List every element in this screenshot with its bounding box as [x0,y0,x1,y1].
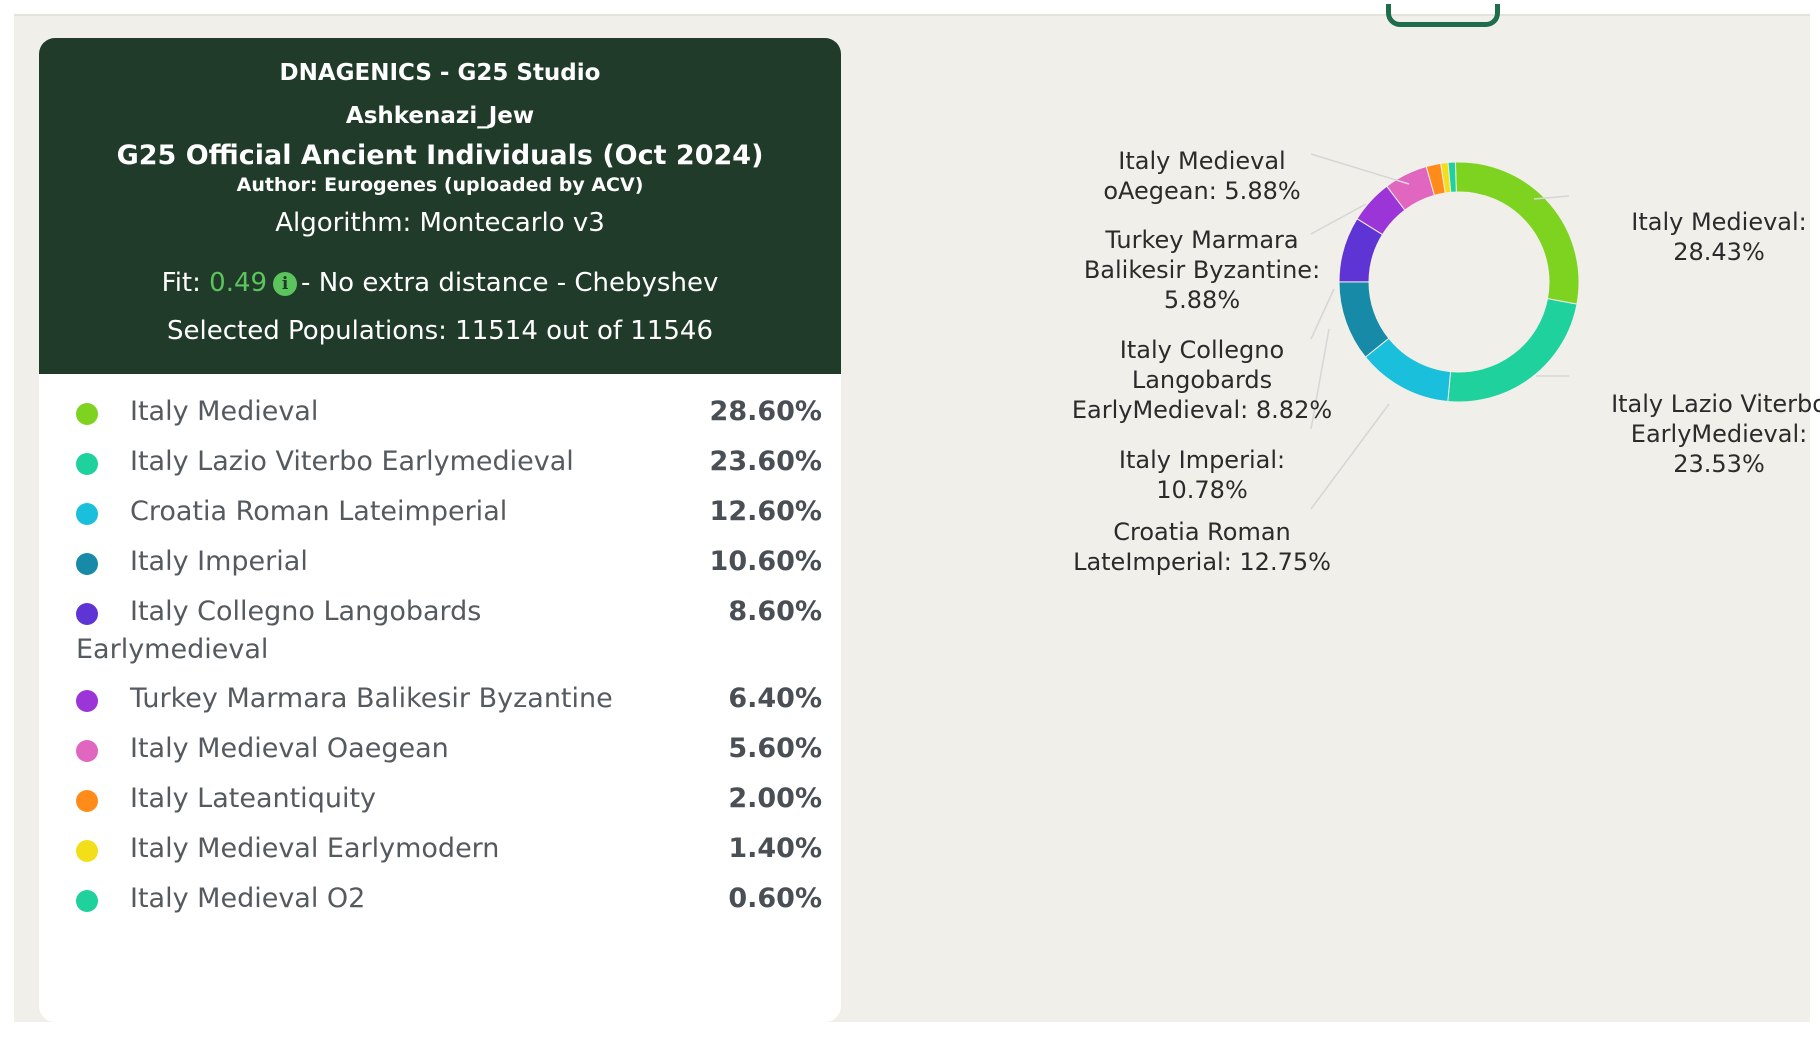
population-name: Italy Medieval O2 [130,883,366,914]
population-row: Italy Medieval 28.60% [39,396,841,436]
color-dot-icon [76,840,98,862]
donut-label-line: 28.43% [1673,238,1765,266]
color-dot-icon [76,403,98,425]
population-percent: 12.60% [709,496,822,527]
donut-label-line: 10.78% [1156,476,1248,504]
color-dot-icon [76,503,98,525]
fit-value: 0.49 [209,268,268,298]
donut-svg [1310,153,1580,510]
population-percent: 28.60% [709,396,822,427]
donut-label-line: Italy Imperial: [1118,446,1286,474]
dataset-title: G25 Official Ancient Individuals (Oct 20… [116,140,764,171]
top-tab-indicator[interactable] [1386,4,1500,27]
population-row: Italy Lazio Viterbo Earlymedieval 23.60% [39,446,841,486]
selected-populations: Selected Populations: 11514 out of 11546 [167,316,713,346]
population-name: Croatia Roman Lateimperial [130,496,508,527]
population-percent: 0.60% [728,883,822,914]
donut-chart: Italy Medieval oAegean: 5.88% Turkey Marma… [1054,114,1820,634]
algorithm-label: Algorithm: Montecarlo v3 [275,208,605,238]
population-percent: 23.60% [709,446,822,477]
donut-slice[interactable] [1447,161,1457,193]
population-percent: 5.60% [728,733,822,764]
fit-line: Fit: 0.49 i - No extra distance - Chebyshe… [39,268,841,298]
donut-label-line: Italy Medieval [1118,147,1286,175]
donut-label-line: EarlyMedieval: 8.82% [1071,396,1333,424]
donut-label: Croatia Roman LateImperial: 12.75% [1073,517,1331,577]
donut-label-line: Italy Lazio Viterbo [1611,390,1820,418]
population-row: Croatia Roman Lateimperial 12.60% [39,496,841,536]
donut-label: Italy Lazio Viterbo EarlyMedieval: 23.53% [1611,389,1820,479]
population-percent: 10.60% [709,546,822,577]
donut-slice[interactable] [1364,337,1452,403]
donut-label-line: Langobards [1131,366,1273,394]
donut-label-line: EarlyMedieval: [1630,420,1808,448]
color-dot-icon [76,790,98,812]
population-row: Italy Imperial 10.60% [39,546,841,586]
population-name: Italy Collegno Langobards [130,596,482,627]
population-name: Italy Medieval [130,396,319,427]
population-name: Italy Imperial [130,546,308,577]
donut-label-line: oAegean: 5.88% [1103,177,1301,205]
donut-label-line: 5.88% [1163,286,1241,314]
donut-slice[interactable] [1454,161,1580,305]
population-row: Italy Medieval Earlymodern 1.40% [39,833,841,873]
donut-label: Italy Medieval oAegean: 5.88% [1103,146,1300,206]
population-name: Italy Lazio Viterbo Earlymedieval [130,446,574,477]
population-percent: 1.40% [728,833,822,864]
donut-label-line: Turkey Marmara [1105,226,1299,254]
population-name: Italy Medieval Oaegean [130,733,449,764]
population-name: Italy Lateantiquity [130,783,377,814]
label-leader-line [1533,195,1570,200]
donut-label: Italy Collegno Langobards EarlyMedieval: 8… [1072,335,1332,425]
donut-label: Italy Imperial: 10.78% [1119,445,1285,505]
donut-label: Italy Medieval: 28.43% [1631,207,1807,267]
label-leader-line [1310,403,1390,510]
fit-suffix: - No extra distance - Chebyshev [301,268,719,298]
dataset-author: Author: Eurogenes (uploaded by ACV) [236,174,644,196]
top-border [14,14,1810,16]
donut-label-line: 23.53% [1673,450,1765,478]
color-dot-icon [76,453,98,475]
donut-label: Turkey Marmara Balikesir Byzantine: 5.88% [1084,225,1320,315]
results-panel: DNAGENICS - G25 Studio Ashkenazi_Jew G25… [39,38,841,1022]
donut-label-line: Balikesir Byzantine: [1083,256,1321,284]
color-dot-icon [76,603,98,625]
brand-title: DNAGENICS - G25 Studio [279,60,601,86]
donut-label-line: Italy Medieval: [1631,208,1807,236]
donut-label-line: Croatia Roman [1113,518,1291,546]
population-name: Italy Medieval Earlymodern [130,833,500,864]
population-row: Italy Medieval Oaegean 5.60% [39,733,841,773]
results-header: DNAGENICS - G25 Studio Ashkenazi_Jew G25… [39,38,841,374]
color-dot-icon [76,740,98,762]
donut-label-line: Italy Collegno [1119,336,1285,364]
population-row: Italy Lateantiquity 2.00% [39,783,841,823]
target-population: Ashkenazi_Jew [345,103,535,129]
label-leader-line [1310,203,1367,235]
donut-slice[interactable] [1447,298,1578,403]
population-row: Italy Collegno Langobards Earlymedieval 8.… [39,596,841,676]
color-dot-icon [76,553,98,575]
population-row: Turkey Marmara Balikesir Byzantine 6.40% [39,683,841,723]
population-percent: 8.60% [728,596,822,627]
population-name-continued: Earlymedieval [76,634,269,665]
population-percent: 2.00% [728,783,822,814]
fit-label: Fit: [161,268,201,298]
color-dot-icon [76,890,98,912]
population-name: Turkey Marmara Balikesir Byzantine [130,683,613,714]
population-percent: 6.40% [728,683,822,714]
label-leader-line [1310,288,1335,340]
info-icon[interactable]: i [273,272,298,296]
app-root: DNAGENICS - G25 Studio Ashkenazi_Jew G25… [14,4,1820,1022]
label-leader-line [1310,153,1410,185]
label-leader-line [1310,328,1330,430]
color-dot-icon [76,690,98,712]
population-row: Italy Medieval O2 0.60% [39,883,841,923]
donut-label-line: LateImperial: 12.75% [1073,548,1331,576]
